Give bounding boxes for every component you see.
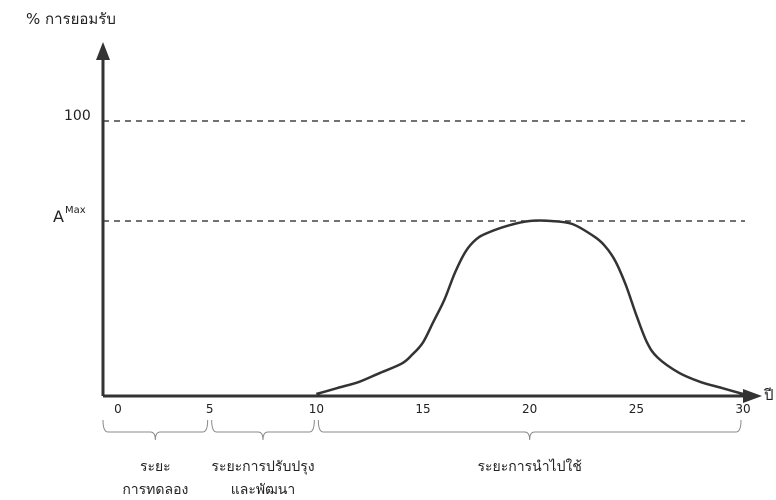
y-axis-arrow — [96, 42, 110, 60]
period-bracket-2 — [317, 419, 742, 441]
period-label-1-line-0: ระยะการปรับปรุง — [211, 459, 314, 475]
y-label-amax-sup: Max — [65, 205, 86, 216]
x-tick-label-15: 15 — [415, 402, 430, 416]
x-tick-label-5: 5 — [206, 402, 214, 416]
y-axis-title: % การยอมรับ — [26, 10, 116, 28]
reference-lines — [103, 120, 745, 222]
period-label-0-line-0: ระยะ — [140, 459, 171, 475]
x-tick-label-25: 25 — [629, 402, 644, 416]
x-tick-labels: 0 5 10 15 20 25 30 — [114, 402, 750, 416]
x-tick-label-10: 10 — [309, 402, 324, 416]
period-label-2-line-0: ระยะการนำไปใช้ — [478, 458, 582, 475]
x-tick-label-0: 0 — [114, 402, 122, 416]
series-group — [315, 219, 744, 396]
period-bracket-1 — [211, 419, 315, 441]
x-tick-label-30: 30 — [735, 402, 750, 416]
series-line-0 — [315, 219, 744, 396]
x-axis-arrow — [743, 389, 762, 403]
y-label-amax: AMax — [53, 205, 86, 226]
period-label-0-line-1: การทดลอง — [122, 482, 188, 498]
y-label-100: 100 — [64, 108, 91, 124]
x-tick-label-20: 20 — [522, 402, 537, 416]
period-bracket-0 — [102, 419, 209, 441]
period-label-1-line-1: และพัฒนา — [231, 482, 295, 498]
x-axis-title: ปี — [763, 386, 773, 404]
y-label-amax-main: A — [53, 207, 64, 226]
